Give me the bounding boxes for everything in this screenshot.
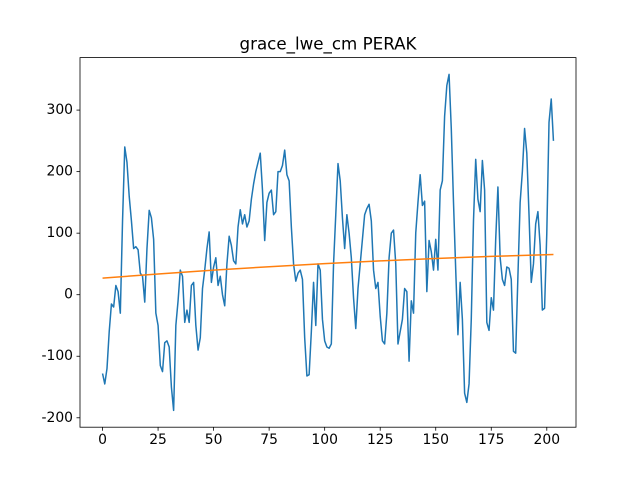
- x-tick-label: 150: [422, 432, 449, 448]
- plot-area: [101, 73, 555, 412]
- axes-frame: [79, 57, 577, 428]
- x-tick-label: 75: [260, 432, 278, 448]
- y-tick-label: 100: [46, 225, 73, 241]
- x-tick-label: 175: [478, 432, 505, 448]
- x-tick-label: 200: [534, 432, 561, 448]
- series-line: [102, 253, 554, 279]
- x-tick-label: 0: [98, 432, 107, 448]
- x-tick-label: 50: [205, 432, 223, 448]
- y-tick-label: 300: [46, 102, 73, 118]
- x-tick-label: 100: [311, 432, 338, 448]
- x-tick-label: 25: [149, 432, 167, 448]
- series-line: [101, 73, 555, 412]
- y-tick-label: 0: [64, 287, 73, 303]
- chart-title: grace_lwe_cm PERAK: [240, 34, 418, 55]
- y-tick-label: -100: [41, 348, 73, 364]
- y-tick-label: 200: [46, 164, 73, 180]
- x-tick-label: 125: [367, 432, 394, 448]
- y-tick-label: -200: [41, 410, 73, 426]
